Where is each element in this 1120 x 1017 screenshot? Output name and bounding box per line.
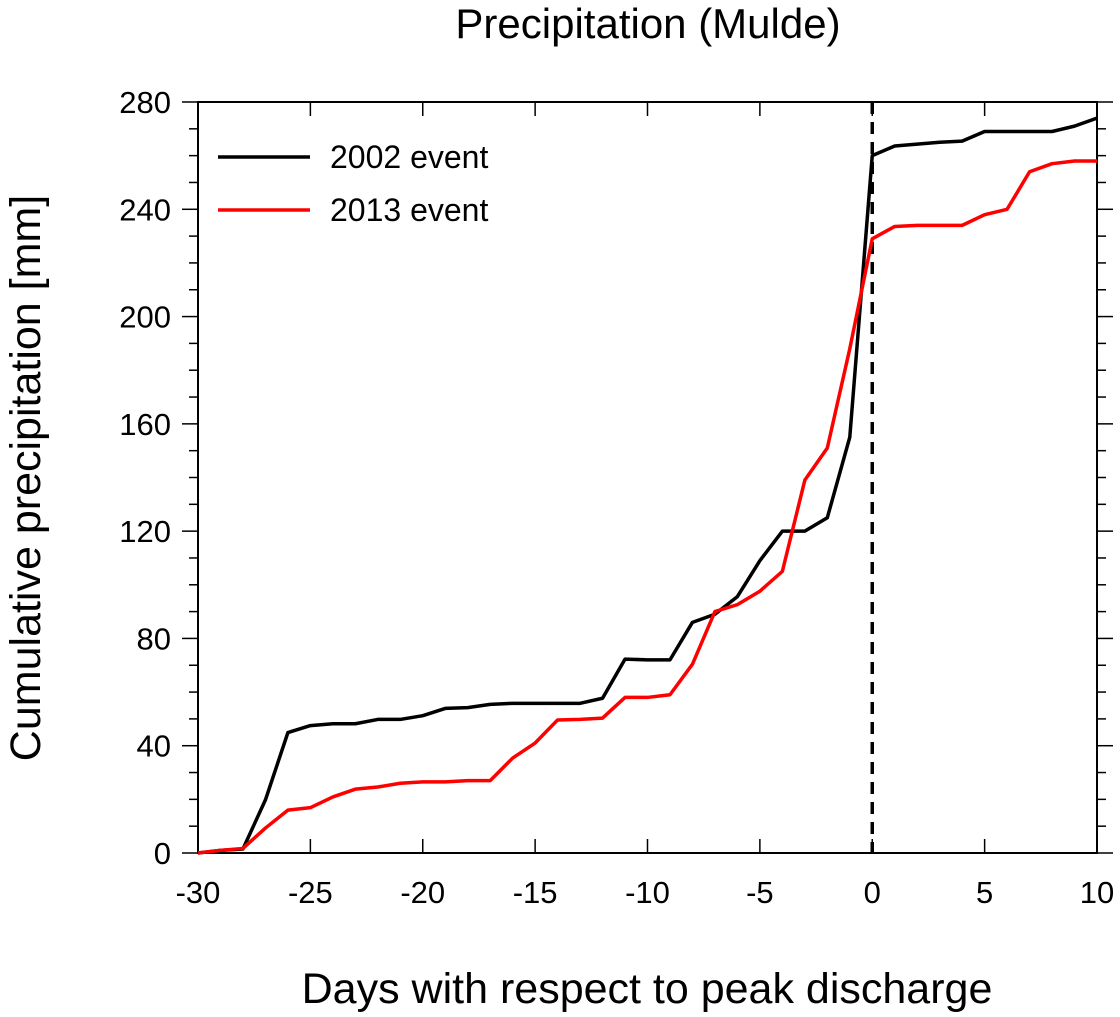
chart-title: Precipitation (Mulde) [455, 0, 840, 47]
x-tick-label: 0 [864, 875, 881, 910]
x-tick-label: 5 [976, 875, 993, 910]
series-line-2013-event [197, 159, 1097, 855]
legend-label: 2002 event [330, 139, 488, 175]
y-tick-label: 160 [119, 407, 171, 442]
y-tick-label: 200 [119, 300, 171, 335]
y-tick-label: 80 [137, 621, 171, 656]
y-tick-label: 0 [154, 836, 171, 871]
axes: -30 -25 -20 -15 -10 -5 0 5 10 0 40 80 120 160 200 240 28… [119, 85, 1114, 910]
x-tick-label: -5 [746, 875, 774, 910]
legend-label: 2013 event [330, 192, 488, 228]
x-tick-label: -20 [400, 875, 445, 910]
series-line-2002-event [197, 116, 1098, 855]
x-tick-label: -15 [513, 875, 558, 910]
y-tick-label: 40 [137, 729, 171, 764]
y-tick-label: 240 [119, 192, 171, 227]
y-tick-label: 120 [119, 514, 171, 549]
legend: 2002 event 2013 event [218, 139, 488, 228]
y-axis-label: Cumulative precipitation [mm] [2, 195, 50, 761]
series-group [197, 116, 1098, 855]
x-axis-label: Days with respect to peak discharge [302, 965, 993, 1013]
x-tick-label: -10 [625, 875, 670, 910]
x-tick-label: 10 [1080, 875, 1114, 910]
x-tick-label: -25 [288, 875, 333, 910]
x-tick-label: -30 [176, 875, 221, 910]
y-tick-label: 280 [119, 85, 171, 120]
